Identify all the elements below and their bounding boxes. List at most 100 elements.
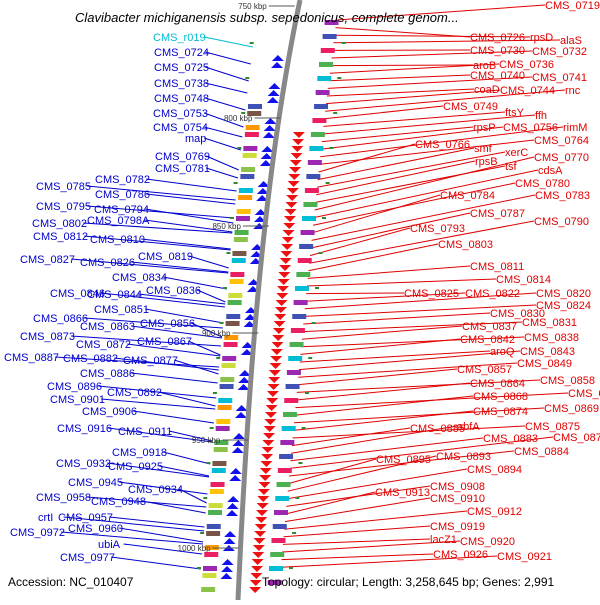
gene-label-right[interactable]: CMS_0919 <box>430 521 485 533</box>
gene-label-right[interactable]: CMS_0741 <box>532 72 587 84</box>
gene-label-right[interactable]: CMS_0803 <box>438 239 493 251</box>
gene-label-right[interactable]: CMS_0784 <box>440 190 495 202</box>
gene-label-left[interactable]: CMS_0872 <box>76 339 131 351</box>
gene-label-left[interactable]: CMS_0782 <box>95 174 150 186</box>
gene-label-right[interactable]: CMS_0787 <box>470 208 525 220</box>
gene-label-left[interactable]: CMS_0753 <box>153 108 208 120</box>
gene-label-left[interactable]: CMS_0834 <box>112 272 167 284</box>
gene-label-right[interactable]: CMS_0837 <box>462 321 517 333</box>
gene-label-right[interactable]: CMS_0908 <box>430 481 485 493</box>
gene-label-right[interactable]: CMS_0726 <box>470 32 525 44</box>
gene-label-right[interactable]: rpsP <box>473 122 496 134</box>
gene-label-right[interactable]: cdsA <box>538 165 563 177</box>
gene-label-left[interactable]: CMS_0826 <box>80 257 135 269</box>
gene-label-left[interactable]: CMS_0892 <box>107 387 162 399</box>
gene-label-left[interactable]: CMS_0882 <box>63 353 118 365</box>
gene-label-left[interactable]: CMS_0769 <box>155 151 210 163</box>
gene-label-left[interactable]: CMS_0906 <box>82 406 137 418</box>
gene-label-right[interactable]: CMS_0868 <box>473 391 528 403</box>
gene-label-right[interactable]: ftsY <box>505 107 525 119</box>
gene-label-left[interactable]: CMS_0916 <box>57 423 112 435</box>
gene-label-right[interactable]: smf <box>474 143 493 155</box>
gene-label-left[interactable]: CMS_0819 <box>138 251 193 263</box>
gene-label-left[interactable]: CMS_0972 <box>10 527 65 539</box>
gene-label-right[interactable]: CMS_0749 <box>443 101 498 113</box>
gene-label-right[interactable]: CMS_0822 <box>465 288 520 300</box>
gene-label-left[interactable]: CMS_0960 <box>68 523 123 535</box>
gene-label-left[interactable]: CMS_0738 <box>154 78 209 90</box>
gene-label-right[interactable]: CMS_0820 <box>536 288 591 300</box>
gene-label-right[interactable]: CMS_0831 <box>522 317 577 329</box>
gene-label-left[interactable]: CMS_0911 <box>118 426 172 438</box>
gene-label-right[interactable]: ffh <box>535 110 547 122</box>
gene-label-left[interactable]: CMS_0932 <box>56 458 111 470</box>
gene-label-left[interactable]: CMS_0844 <box>87 289 142 301</box>
gene-label-right[interactable]: CMS_0878 <box>553 432 600 444</box>
gene-label-left[interactable]: CMS_0945 <box>68 477 123 489</box>
gene-label-right[interactable]: CMS_0814 <box>496 274 551 286</box>
gene-label-right[interactable]: CMS_0874 <box>473 406 528 418</box>
gene-label-left[interactable]: CMS_0918 <box>112 447 167 459</box>
gene-label-left[interactable]: CMS_r019 <box>153 32 206 44</box>
gene-label-left[interactable]: CMS_0786 <box>95 189 150 201</box>
gene-label-right[interactable]: CMS_0719 <box>545 0 600 12</box>
gene-label-left[interactable]: CMS_0785 <box>36 181 91 193</box>
gene-label-right[interactable]: CMS_0770 <box>534 152 589 164</box>
gene-label-left[interactable]: CMS_0781 <box>155 163 210 175</box>
gene-label-left[interactable]: CMS_0925 <box>108 461 163 473</box>
gene-label-left[interactable]: CMS_0798A <box>87 215 150 227</box>
gene-label-right[interactable]: rimM <box>563 122 587 134</box>
gene-label-right[interactable]: CMS_0893 <box>436 451 491 463</box>
gene-label-left[interactable]: crtI <box>38 512 53 524</box>
gene-label-right[interactable]: CMS_0838 <box>524 332 579 344</box>
gene-label-right[interactable]: CMS_0883 <box>483 433 538 445</box>
gene-label-left[interactable]: CMS_0901 <box>50 394 105 406</box>
gene-label-right[interactable]: CMS_0764 <box>534 135 589 147</box>
gene-label-left[interactable]: CMS_0795 <box>36 201 91 213</box>
gene-label-left[interactable]: CMS_0873 <box>20 331 75 343</box>
gene-label-right[interactable]: CMS_0790 <box>534 216 589 228</box>
gene-label-right[interactable]: lacZ1 <box>430 534 457 546</box>
gene-label-right[interactable]: CMS_0811 <box>470 261 524 273</box>
gene-label-right[interactable]: CMS_0849 <box>517 358 572 370</box>
gene-label-left[interactable]: CMS_0836 <box>146 285 201 297</box>
gene-label-left[interactable]: CMS_0863 <box>80 321 135 333</box>
gene-label-left[interactable]: CMS_0867 <box>137 336 192 348</box>
gene-label-right[interactable]: rpsD <box>530 32 553 44</box>
gene-label-right[interactable]: coaD <box>474 84 500 96</box>
gene-label-right[interactable]: CMS_0895 <box>376 454 431 466</box>
gene-label-left[interactable]: CMS_0724 <box>154 47 209 59</box>
gene-label-right[interactable]: CMS_0842 <box>460 334 515 346</box>
gene-label-right[interactable]: CMS_0857 <box>457 364 512 376</box>
gene-label-left[interactable]: CMS_0958 <box>36 492 91 504</box>
gene-label-right[interactable]: CMS_0913 <box>375 487 430 499</box>
gene-label-left[interactable]: CMS_0851 <box>94 304 149 316</box>
gene-label-left[interactable]: CMS_0802 <box>32 218 87 230</box>
gene-label-left[interactable]: CMS_0934 <box>128 484 183 496</box>
gene-label-left[interactable]: CMS_0948 <box>91 496 146 508</box>
gene-label-left[interactable]: ubiA <box>98 539 121 551</box>
gene-label-right[interactable]: CMS_0732 <box>532 46 587 58</box>
gene-label-right[interactable]: CMS_0910 <box>430 493 485 505</box>
gene-label-left[interactable]: CMS_0886 <box>80 368 135 380</box>
gene-label-right[interactable]: CMS_0862 <box>568 388 600 400</box>
gene-label-right[interactable]: CMS_0730 <box>470 45 525 57</box>
gene-label-right[interactable]: CMS_0756 <box>503 122 558 134</box>
gene-label-right[interactable]: CMS_0920 <box>460 536 515 548</box>
gene-label-left[interactable]: CMS_0748 <box>154 93 209 105</box>
gene-label-right[interactable]: CMS_0783 <box>535 190 590 202</box>
gene-label-right[interactable]: rnc <box>565 85 581 97</box>
gene-label-right[interactable]: CMS_0780 <box>515 178 570 190</box>
gene-label-right[interactable]: CMS_0894 <box>467 464 522 476</box>
gene-label-right[interactable]: CMS_0744 <box>500 85 555 97</box>
gene-label-right[interactable]: CMS_0926 <box>433 549 488 561</box>
gene-label-left[interactable]: CMS_0896 <box>47 381 102 393</box>
gene-label-right[interactable]: CMS_0921 <box>497 551 552 563</box>
gene-label-left[interactable]: CMS_0725 <box>154 62 209 74</box>
gene-label-right[interactable]: xerC <box>505 147 528 159</box>
gene-label-right[interactable]: rpsB <box>475 156 498 168</box>
gene-label-right[interactable]: CMS_0858 <box>540 375 595 387</box>
gene-label-right[interactable]: CMS_0766 <box>415 139 470 151</box>
gene-label-left[interactable]: CMS_0810 <box>90 234 145 246</box>
gene-label-left[interactable]: CMS_0827 <box>20 254 75 266</box>
